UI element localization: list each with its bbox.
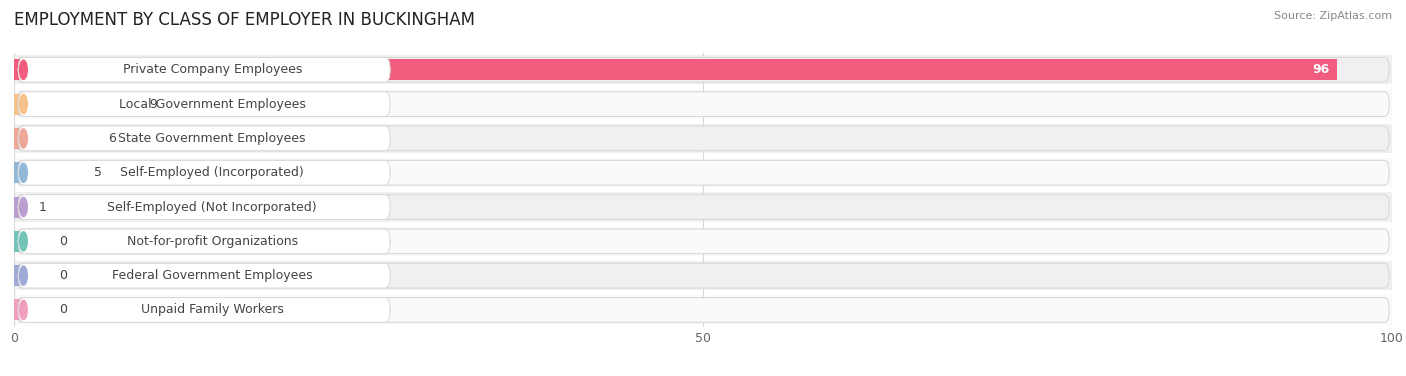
FancyBboxPatch shape (18, 298, 391, 322)
Text: State Government Employees: State Government Employees (118, 132, 307, 145)
Circle shape (20, 232, 27, 251)
Circle shape (20, 197, 27, 217)
Bar (14, 193, 1392, 221)
Bar (14, 231, 48, 252)
Text: 0: 0 (59, 303, 67, 317)
FancyBboxPatch shape (18, 126, 391, 151)
Text: Private Company Employees: Private Company Employees (122, 63, 302, 76)
Text: Local Government Employees: Local Government Employees (118, 98, 305, 111)
Text: 9: 9 (149, 98, 157, 111)
Bar (14, 265, 48, 286)
Bar (14, 128, 97, 149)
Text: Self-Employed (Not Incorporated): Self-Employed (Not Incorporated) (107, 200, 316, 214)
Text: Self-Employed (Incorporated): Self-Employed (Incorporated) (121, 166, 304, 179)
Bar (14, 158, 1392, 187)
FancyBboxPatch shape (17, 161, 1389, 185)
Bar (14, 261, 1392, 290)
FancyBboxPatch shape (18, 263, 391, 288)
FancyBboxPatch shape (17, 195, 1389, 219)
Bar (14, 299, 48, 320)
FancyBboxPatch shape (18, 195, 391, 219)
Text: EMPLOYMENT BY CLASS OF EMPLOYER IN BUCKINGHAM: EMPLOYMENT BY CLASS OF EMPLOYER IN BUCKI… (14, 11, 475, 29)
Text: Unpaid Family Workers: Unpaid Family Workers (141, 303, 284, 317)
Bar (14, 162, 83, 183)
FancyBboxPatch shape (17, 298, 1389, 322)
FancyBboxPatch shape (18, 92, 391, 117)
FancyBboxPatch shape (17, 263, 1389, 288)
FancyBboxPatch shape (18, 229, 391, 254)
Text: 5: 5 (94, 166, 103, 179)
FancyBboxPatch shape (17, 229, 1389, 254)
Bar (14, 89, 1392, 119)
Circle shape (20, 94, 27, 114)
Bar (14, 197, 28, 218)
Text: 1: 1 (39, 200, 46, 214)
FancyBboxPatch shape (17, 126, 1389, 151)
Text: 96: 96 (1313, 63, 1330, 76)
FancyBboxPatch shape (17, 92, 1389, 117)
Text: Federal Government Employees: Federal Government Employees (112, 269, 312, 282)
Text: 6: 6 (108, 132, 115, 145)
Circle shape (20, 266, 27, 285)
Bar (14, 227, 1392, 256)
FancyBboxPatch shape (18, 161, 391, 185)
Bar (14, 94, 138, 115)
FancyBboxPatch shape (17, 58, 1389, 82)
Circle shape (20, 163, 27, 182)
Circle shape (20, 129, 27, 148)
Circle shape (20, 300, 27, 320)
Bar (14, 59, 1337, 80)
Text: Not-for-profit Organizations: Not-for-profit Organizations (127, 235, 298, 248)
FancyBboxPatch shape (18, 58, 391, 82)
Bar (14, 296, 1392, 324)
Text: Source: ZipAtlas.com: Source: ZipAtlas.com (1274, 11, 1392, 21)
Bar (14, 55, 1392, 84)
Text: 0: 0 (59, 269, 67, 282)
Bar (14, 124, 1392, 153)
Text: 0: 0 (59, 235, 67, 248)
Circle shape (20, 60, 27, 79)
